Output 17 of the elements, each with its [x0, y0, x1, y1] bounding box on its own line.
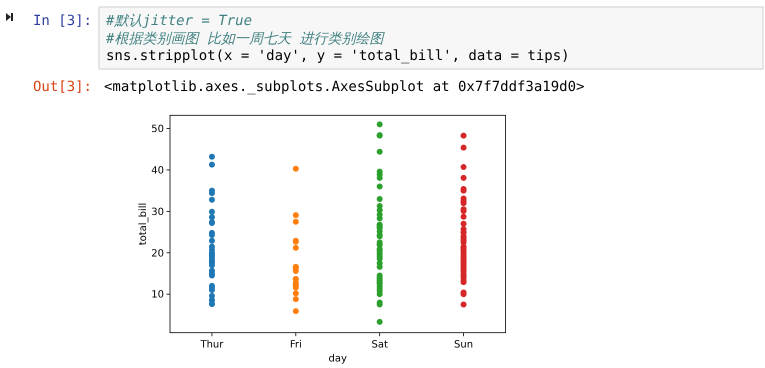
- y-tick-label: 10: [151, 290, 164, 301]
- text: #默认jitter = True: [105, 13, 252, 29]
- text: <matplotlib.axes._subplots.AxesSubplot at 0x7f7ddf3a19d0>: [104, 79, 584, 95]
- x-tick-label: Sun: [454, 340, 474, 351]
- y-tick-label: 30: [151, 206, 164, 218]
- x-axis-title: day: [328, 354, 348, 365]
- text: sns.stripplot(x = 'day', y = 'total_bill', data = tips): [106, 48, 570, 64]
- x-tick-label: Sat: [371, 340, 388, 351]
- x-tick-label: Thur: [199, 340, 224, 351]
- text: #根据类别画图 比如一周七天 进行类别绘图: [105, 31, 386, 47]
- text: In [3]:: [32, 13, 92, 29]
- y-tick-label: 20: [151, 248, 164, 260]
- x-tick-label: Fri: [290, 340, 302, 351]
- y-tick-label: 40: [151, 165, 164, 176]
- text: Out[3]:: [32, 79, 92, 95]
- y-tick-label: 50: [151, 124, 164, 136]
- y-axis-title: total_bill: [138, 202, 149, 246]
